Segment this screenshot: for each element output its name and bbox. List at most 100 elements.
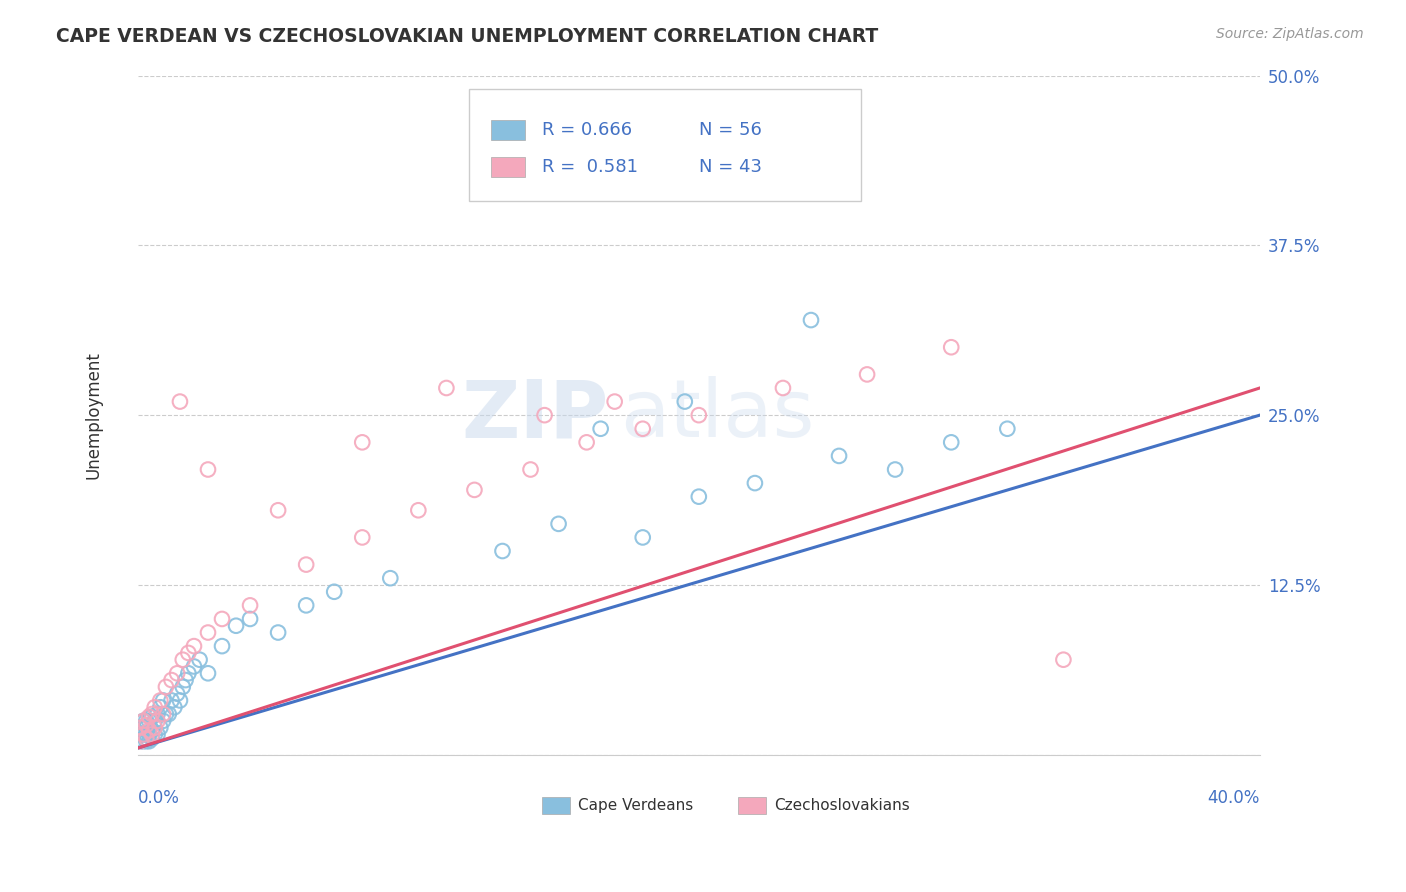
Point xyxy=(295,599,318,613)
Text: 40.0%: 40.0% xyxy=(1208,789,1260,806)
Point xyxy=(160,693,183,707)
Point xyxy=(135,734,157,748)
Text: R = 0.666: R = 0.666 xyxy=(541,120,631,139)
Point xyxy=(884,462,907,476)
Point xyxy=(149,700,172,714)
Point xyxy=(352,435,374,450)
Point xyxy=(132,721,155,735)
Point xyxy=(183,659,205,673)
Point xyxy=(141,731,163,746)
Point xyxy=(434,381,457,395)
Point xyxy=(169,394,191,409)
Point xyxy=(132,727,155,741)
Point xyxy=(138,734,160,748)
Point xyxy=(166,687,188,701)
Point xyxy=(267,503,290,517)
Point xyxy=(295,558,318,572)
Point xyxy=(157,707,180,722)
Point xyxy=(129,721,152,735)
Point xyxy=(673,394,696,409)
Point xyxy=(589,422,612,436)
Point xyxy=(856,368,879,382)
Point xyxy=(132,734,155,748)
Text: N = 56: N = 56 xyxy=(699,120,762,139)
Point xyxy=(491,544,513,558)
Text: R =  0.581: R = 0.581 xyxy=(541,158,638,177)
Point xyxy=(463,483,485,497)
Point xyxy=(143,727,166,741)
Point xyxy=(169,693,191,707)
Point xyxy=(174,673,197,687)
Point xyxy=(177,646,200,660)
Point xyxy=(172,680,194,694)
Point xyxy=(132,714,155,728)
Point xyxy=(631,531,654,545)
Text: CAPE VERDEAN VS CZECHOSLOVAKIAN UNEMPLOYMENT CORRELATION CHART: CAPE VERDEAN VS CZECHOSLOVAKIAN UNEMPLOY… xyxy=(56,27,879,45)
Point xyxy=(160,673,183,687)
Point xyxy=(138,727,160,741)
Point xyxy=(519,462,541,476)
Point xyxy=(146,727,169,741)
Point xyxy=(138,714,160,728)
FancyBboxPatch shape xyxy=(468,89,862,202)
FancyBboxPatch shape xyxy=(541,797,569,814)
Text: Cape Verdeans: Cape Verdeans xyxy=(578,797,693,813)
FancyBboxPatch shape xyxy=(491,157,524,178)
Point xyxy=(149,693,172,707)
Point xyxy=(143,714,166,728)
Point xyxy=(166,666,188,681)
Point xyxy=(146,714,169,728)
Point xyxy=(575,435,598,450)
Point xyxy=(1052,653,1074,667)
Point xyxy=(149,721,172,735)
Point xyxy=(408,503,430,517)
Point xyxy=(211,612,233,626)
Point xyxy=(197,625,219,640)
Point xyxy=(800,313,823,327)
FancyBboxPatch shape xyxy=(491,120,524,140)
Point xyxy=(138,710,160,724)
Point xyxy=(143,721,166,735)
Point xyxy=(138,723,160,738)
Point xyxy=(995,422,1018,436)
Text: Unemployment: Unemployment xyxy=(84,351,103,479)
Point xyxy=(135,731,157,746)
Point xyxy=(141,710,163,724)
Point xyxy=(631,422,654,436)
Point xyxy=(143,700,166,714)
Point xyxy=(129,721,152,735)
Point xyxy=(135,721,157,735)
Point xyxy=(129,734,152,748)
Point xyxy=(211,639,233,653)
Text: N = 43: N = 43 xyxy=(699,158,762,177)
Point xyxy=(141,727,163,741)
Point xyxy=(135,714,157,728)
Point xyxy=(152,693,174,707)
Point xyxy=(197,462,219,476)
Point xyxy=(129,727,152,741)
Point xyxy=(744,476,766,491)
Point xyxy=(129,734,152,748)
Point xyxy=(380,571,402,585)
Point xyxy=(323,584,346,599)
Point xyxy=(197,666,219,681)
Text: atlas: atlas xyxy=(620,376,814,454)
Point xyxy=(772,381,794,395)
Text: Source: ZipAtlas.com: Source: ZipAtlas.com xyxy=(1216,27,1364,41)
Point xyxy=(533,408,555,422)
Point xyxy=(352,531,374,545)
Point xyxy=(828,449,851,463)
Point xyxy=(688,490,710,504)
Point xyxy=(188,653,211,667)
Point xyxy=(603,394,626,409)
Point xyxy=(132,727,155,741)
Text: 0.0%: 0.0% xyxy=(138,789,180,806)
Point xyxy=(267,625,290,640)
Point xyxy=(941,435,963,450)
Point xyxy=(183,639,205,653)
Point xyxy=(141,723,163,738)
Point xyxy=(239,612,262,626)
Point xyxy=(135,718,157,732)
Point xyxy=(163,700,186,714)
Point xyxy=(152,714,174,728)
